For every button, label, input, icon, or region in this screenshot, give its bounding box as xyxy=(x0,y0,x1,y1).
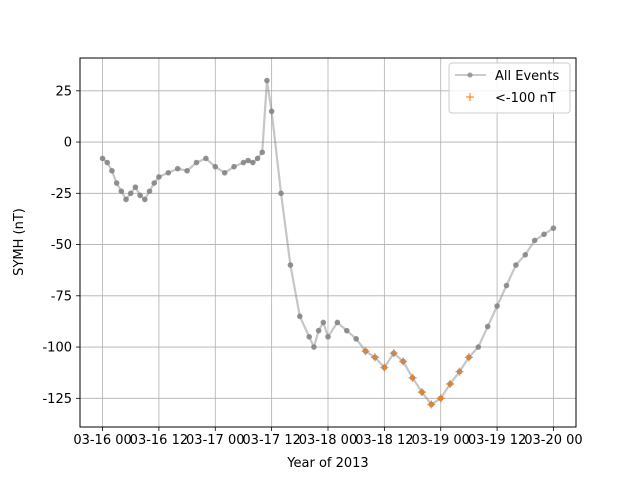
y-tick-label: -100 xyxy=(42,341,72,356)
data-point-all-events xyxy=(240,159,247,166)
y-tick-label: -75 xyxy=(51,289,72,304)
data-point-all-events xyxy=(297,313,303,320)
legend-marker-below-100 xyxy=(466,93,474,101)
data-point-all-events xyxy=(156,174,162,180)
data-point-all-events xyxy=(264,77,270,84)
data-point-all-events xyxy=(212,163,219,170)
data-point-below-100 xyxy=(389,349,398,358)
data-point-below-100 xyxy=(464,353,473,362)
data-point-all-events xyxy=(475,344,482,350)
data-point-all-events xyxy=(254,155,261,162)
data-point-all-events xyxy=(306,334,313,340)
legend-label-below-100: <-100 nT xyxy=(495,91,556,106)
data-point-all-events xyxy=(513,262,519,268)
data-point-all-events xyxy=(522,252,529,258)
data-point-all-events xyxy=(137,192,143,199)
data-point-all-events xyxy=(315,327,322,334)
x-tick-label: 03-18 12 xyxy=(355,433,413,448)
legend: All Events <-100 nT xyxy=(448,62,571,114)
data-point-all-events xyxy=(142,196,148,203)
data-point-all-events xyxy=(109,167,115,174)
x-tick-label: 03-19 12 xyxy=(468,433,526,448)
data-point-all-events xyxy=(541,231,547,238)
x-tick-label: 03-20 00 xyxy=(524,433,582,448)
data-point-all-events xyxy=(503,282,510,289)
data-point-below-100 xyxy=(380,363,389,372)
data-point-all-events xyxy=(193,159,200,166)
legend-item-all-events: All Events xyxy=(455,69,559,84)
y-tick-label: 25 xyxy=(55,84,72,99)
data-point-all-events xyxy=(311,344,317,350)
data-point-all-events xyxy=(531,237,538,244)
data-point-all-events xyxy=(494,303,500,309)
y-tick-label: 0 xyxy=(64,136,72,151)
data-point-all-events xyxy=(231,163,237,170)
data-point-below-100 xyxy=(436,394,445,403)
data-point-all-events xyxy=(221,170,228,176)
data-point-below-100 xyxy=(455,367,464,376)
data-point-below-100 xyxy=(370,353,379,362)
x-tick-label: 03-19 00 xyxy=(412,433,470,448)
x-axis-label: Year of 2013 xyxy=(286,456,368,471)
y-axis-label: SYMH (nT) xyxy=(12,208,27,276)
data-point-all-events xyxy=(343,327,350,334)
data-point-all-events xyxy=(320,319,327,326)
data-point-all-events xyxy=(113,180,120,186)
data-point-below-100 xyxy=(446,379,455,388)
x-tick-label: 03-16 00 xyxy=(73,433,131,448)
data-point-all-events xyxy=(104,159,111,166)
data-point-all-events xyxy=(278,190,284,197)
data-point-all-events xyxy=(250,159,256,166)
y-tick-label: -50 xyxy=(51,238,72,253)
data-point-all-events xyxy=(184,167,190,174)
data-point-all-events xyxy=(203,155,209,162)
data-point-all-events xyxy=(174,165,181,172)
data-point-below-100 xyxy=(427,400,436,409)
data-point-below-100 xyxy=(417,388,426,397)
data-point-all-events xyxy=(151,180,158,186)
x-tick-label: 03-17 00 xyxy=(186,433,244,448)
data-point-all-events xyxy=(127,190,134,197)
y-tick-label: -125 xyxy=(42,392,72,407)
data-point-all-events xyxy=(287,262,294,268)
legend-label-all-events: All Events xyxy=(495,69,559,84)
data-point-below-100 xyxy=(361,347,370,356)
x-tick-label: 03-16 12 xyxy=(130,433,188,448)
data-point-all-events xyxy=(259,149,266,156)
data-point-all-events xyxy=(118,188,125,195)
data-point-below-100 xyxy=(399,357,408,366)
data-point-all-events xyxy=(146,188,153,195)
data-point-all-events xyxy=(334,319,341,326)
data-point-all-events xyxy=(132,184,139,190)
series-layer xyxy=(99,77,557,409)
data-point-all-events xyxy=(550,225,557,231)
y-tick-label: -25 xyxy=(51,187,72,202)
x-tick-label: 03-18 00 xyxy=(299,433,357,448)
data-point-all-events xyxy=(484,323,491,330)
data-point-all-events xyxy=(99,155,106,162)
data-point-all-events xyxy=(123,196,129,203)
x-tick-label: 03-17 12 xyxy=(242,433,300,448)
grid-lines xyxy=(80,58,576,427)
legend-marker-all-events xyxy=(467,72,473,78)
data-point-all-events xyxy=(165,170,172,176)
legend-item-below-100: <-100 nT xyxy=(466,91,556,106)
data-point-all-events xyxy=(325,334,331,340)
data-point-all-events xyxy=(353,336,359,342)
data-point-all-events xyxy=(245,157,251,164)
data-point-all-events xyxy=(268,108,275,115)
data-point-below-100 xyxy=(408,373,417,382)
y-axis-ticks: 25 0 -25 -50 -75 -100 -125 xyxy=(42,84,80,407)
